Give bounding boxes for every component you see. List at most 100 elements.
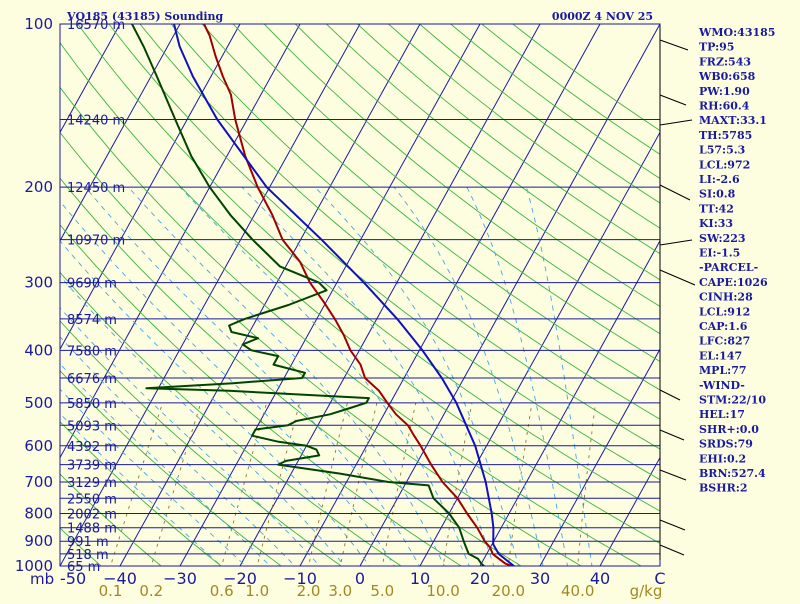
- stability-index: BRN:527.4: [699, 467, 766, 480]
- stability-index: HEL:17: [699, 408, 745, 421]
- temperature-tick-label: 30: [530, 569, 550, 588]
- height-label: 2550 m: [67, 492, 117, 507]
- stability-index: -PARCEL-: [699, 261, 758, 274]
- mixing-ratio-tick-label: 2.0: [297, 582, 321, 600]
- stability-index: KI:33: [699, 217, 733, 230]
- stability-index: CAP:1.6: [699, 320, 748, 333]
- stability-index: PW:1.90: [699, 85, 750, 98]
- pressure-tick-label: 100: [24, 15, 53, 33]
- moist-adiabat-line: [467, 187, 570, 577]
- stability-index: SRDS:79: [699, 438, 753, 451]
- stability-index: LFC:827: [699, 335, 750, 348]
- pressure-tick-label: 500: [24, 394, 53, 412]
- temperature-tick-label: -50: [60, 569, 86, 588]
- dry-adiabat-line: [0, 24, 236, 578]
- stability-index: EI:-1.5: [699, 247, 740, 260]
- height-label: 14240 m: [67, 113, 125, 128]
- isotherm-line: [540, 24, 800, 566]
- stability-index: WB0:658: [698, 70, 756, 83]
- pressure-tick-label: 800: [24, 505, 53, 523]
- temperature-trace: [204, 24, 515, 567]
- wind-barb: [660, 120, 692, 125]
- height-label: 4392 m: [67, 440, 117, 455]
- mixing-ratio-tick-label: 5.0: [370, 582, 394, 600]
- stability-index: LCL:972: [699, 158, 750, 171]
- pressure-tick-label: 600: [24, 437, 53, 455]
- pressure-unit-label: mb: [30, 570, 54, 588]
- mixing-ratio-tick-label: 10.0: [426, 582, 459, 600]
- stability-index: FRZ:543: [699, 55, 751, 68]
- mixing-ratio-tick-label: 0.1: [99, 582, 123, 600]
- height-label: 5093 m: [67, 419, 117, 434]
- wind-barb: [660, 270, 695, 285]
- stability-index: STM:22/10: [699, 394, 766, 407]
- pressure-tick-label: 200: [24, 178, 53, 196]
- height-label: 2002 m: [67, 508, 117, 523]
- height-label: 8574 m: [67, 313, 117, 328]
- height-label: 9690 m: [67, 277, 117, 292]
- wind-barb: [660, 95, 686, 105]
- wind-barb: [660, 240, 692, 245]
- stability-index: TP:95: [699, 41, 734, 54]
- mixing-ratio-tick-label: 0.2: [139, 582, 163, 600]
- stability-index: L57:5.3: [699, 144, 745, 157]
- temperature-tick-label: 20: [470, 569, 490, 588]
- height-label: 10970 m: [67, 234, 125, 249]
- stability-index: WMO:43185: [698, 26, 775, 39]
- pressure-tick-label: 300: [24, 274, 53, 292]
- pressure-tick-label: 400: [24, 341, 53, 359]
- stability-index: SHR+:0.0: [699, 423, 759, 436]
- stability-index: LCL:912: [699, 305, 750, 318]
- isotherm-line: [240, 24, 540, 566]
- mixing-ratio-tick-label: 40.0: [561, 582, 594, 600]
- height-label: 7580 m: [67, 344, 117, 359]
- wind-barb: [660, 185, 690, 200]
- wind-barb: [660, 470, 686, 480]
- stability-index: -WIND-: [699, 379, 745, 392]
- height-label: 12450 m: [67, 181, 125, 196]
- stability-index: CINH:28: [699, 291, 753, 304]
- mixing-ratio-line: [577, 403, 596, 578]
- stability-index: CAPE:1026: [699, 276, 768, 289]
- temperature-tick-label: 0: [355, 569, 365, 588]
- mixing-ratio-line: [148, 403, 201, 578]
- pressure-tick-label: 700: [24, 473, 53, 491]
- isotherm-line: [180, 24, 480, 566]
- stability-index: LI:-2.6: [699, 173, 740, 186]
- dry-adiabat-line: [0, 24, 297, 578]
- station-title: VQ185 (43185) Sounding: [66, 10, 224, 23]
- stability-index: MAXT:33.1: [699, 114, 767, 127]
- height-label: 3739 m: [67, 459, 117, 474]
- moist-adiabat-line: [315, 187, 521, 577]
- mixing-ratio-tick-label: 3.0: [328, 582, 352, 600]
- stability-index: RH:60.4: [699, 100, 750, 113]
- mixing-ratio-tick-label: 1.0: [245, 582, 269, 600]
- wind-barb: [660, 390, 680, 400]
- mixing-ratio-tick-label: 0.6: [210, 582, 234, 600]
- stability-index: TT:42: [699, 202, 734, 215]
- pressure-tick-label: 900: [24, 532, 53, 550]
- stability-index: EHI:0.2: [699, 452, 746, 465]
- height-label: 3129 m: [67, 476, 117, 491]
- mixing-ratio-line: [306, 403, 348, 578]
- stability-index: SW:223: [699, 232, 746, 245]
- isotherm-line: [420, 24, 720, 566]
- dry-adiabat-line: [0, 24, 53, 578]
- stability-index: MPL:77: [699, 364, 747, 377]
- dry-adiabat-line: [78, 24, 784, 578]
- mixing-ratio-unit-label: g/kg: [630, 582, 663, 600]
- mixing-ratio-line: [507, 403, 532, 578]
- temperature-tick-label: −30: [163, 569, 197, 588]
- stability-index: BSHR:2: [699, 482, 748, 495]
- stability-index: EL:147: [699, 349, 742, 362]
- wind-barb: [660, 545, 684, 555]
- wind-barb: [660, 520, 685, 530]
- valid-time: 0000Z 4 NOV 25: [552, 10, 653, 23]
- stability-index: SI:0.8: [699, 188, 736, 201]
- height-label: 5850 m: [67, 397, 117, 412]
- wind-barb: [660, 430, 684, 440]
- wind-barb: [660, 40, 688, 50]
- mixing-ratio-tick-label: 20.0: [492, 582, 525, 600]
